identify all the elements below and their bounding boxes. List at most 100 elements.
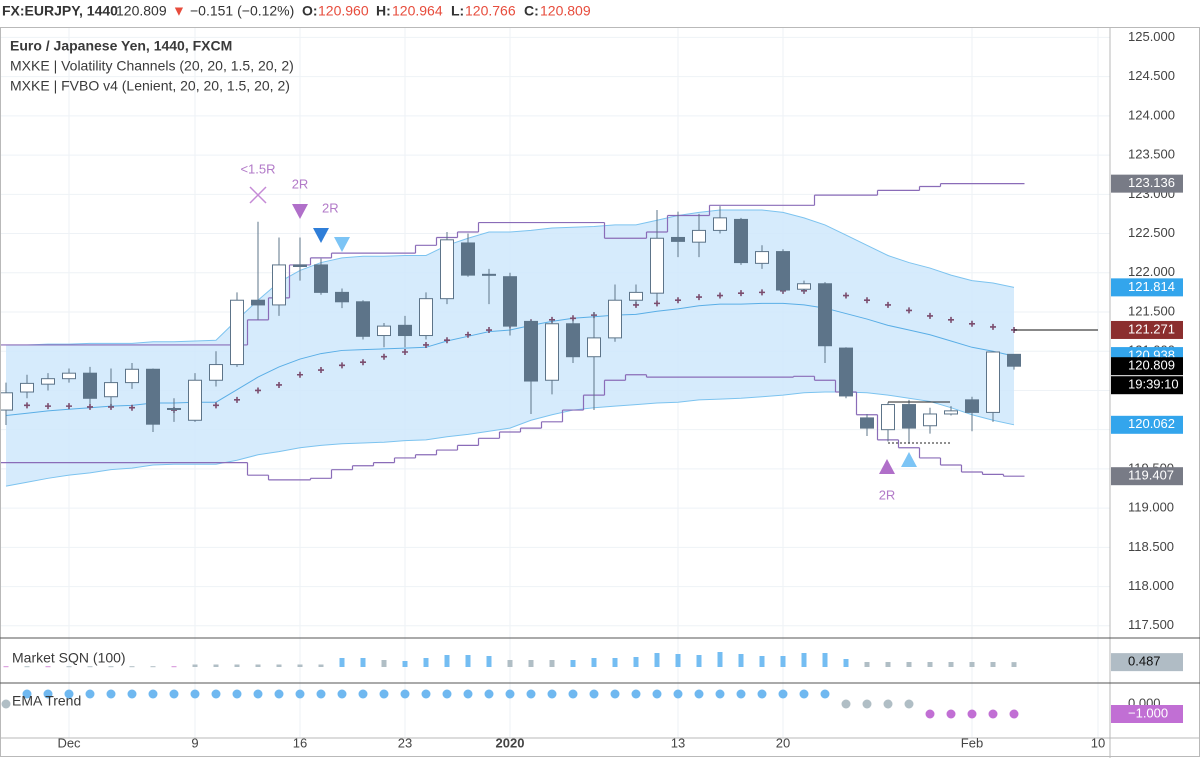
trend-dot xyxy=(736,689,746,699)
trail-cross xyxy=(654,300,660,307)
price-tag-label: 121.271 xyxy=(1128,321,1175,336)
candle-body xyxy=(461,242,475,276)
price-tag-label: 119.407 xyxy=(1128,468,1174,483)
trend-dot xyxy=(505,689,515,699)
countdown-tag: 19:39:10 xyxy=(1111,376,1183,395)
trail-cross xyxy=(234,396,240,403)
candle-body xyxy=(272,264,286,306)
y-tick-label: 122.000 xyxy=(1128,264,1175,279)
candle-body xyxy=(629,291,643,301)
sqn-bar xyxy=(255,664,261,667)
sqn-bar xyxy=(528,660,534,667)
trend-dot xyxy=(1,699,11,709)
sqn-bar xyxy=(486,656,492,667)
trend-dot xyxy=(715,689,725,699)
trail-cross xyxy=(318,367,324,374)
sqn-bar xyxy=(906,662,912,667)
candle-body xyxy=(608,299,622,339)
sqn-bar xyxy=(3,666,9,668)
trend-dot xyxy=(106,689,116,699)
price-tag-bg xyxy=(1111,415,1183,434)
price-tag-label: 123.136 xyxy=(1128,175,1175,190)
price-tag-bg xyxy=(1111,653,1183,672)
sqn-bar xyxy=(381,660,387,667)
sqn-bar xyxy=(108,666,114,668)
trend-dot xyxy=(400,689,410,699)
open-label: O: xyxy=(302,3,318,19)
y-tick-label: 119.000 xyxy=(1128,500,1174,515)
low-value: 120.766 xyxy=(465,3,516,19)
price-tag: 121.814 xyxy=(1111,278,1183,297)
trend-dot xyxy=(988,709,998,719)
trend-dot xyxy=(127,689,137,699)
trend-dot xyxy=(694,689,704,699)
trail-cross xyxy=(213,402,219,409)
candle-body xyxy=(671,236,685,242)
trend-dot xyxy=(967,709,977,719)
trend-dot xyxy=(274,689,284,699)
trend-dot xyxy=(568,689,578,699)
price-tag-label: 121.814 xyxy=(1128,279,1175,294)
trend-dot xyxy=(379,689,389,699)
pane-title: Market SQN (100) xyxy=(12,650,126,666)
sqn-bar xyxy=(150,666,156,668)
x-tick-label: Feb xyxy=(961,735,983,750)
signal-label: <1.5R xyxy=(240,161,275,176)
x-tick-label: Dec xyxy=(57,735,81,750)
sqn-bar xyxy=(129,666,135,668)
sqn-bar xyxy=(171,666,177,668)
candle-body xyxy=(314,264,328,293)
candle-body xyxy=(860,417,874,429)
price-tag: 123.136 xyxy=(1111,174,1183,193)
candle-body xyxy=(818,283,832,347)
trend-dot xyxy=(778,689,788,699)
sqn-bar xyxy=(192,664,198,667)
high-value: 120.964 xyxy=(392,3,443,19)
trend-dot xyxy=(652,689,662,699)
legend-line: MXKE | Volatility Channels (20, 20, 1.5,… xyxy=(10,58,294,74)
candle-body xyxy=(923,413,937,427)
candle-body xyxy=(251,299,265,306)
sqn-bar xyxy=(24,666,30,668)
sqn-bar xyxy=(66,666,72,668)
exit-marker xyxy=(249,186,267,204)
change: −0.151 (−0.12%) xyxy=(190,3,294,19)
trail-cross xyxy=(360,359,366,366)
candle-body xyxy=(902,404,916,429)
candle-body xyxy=(713,217,727,231)
candle-body xyxy=(83,372,97,399)
trail-cross xyxy=(24,402,30,409)
trend-dot xyxy=(148,689,158,699)
sqn-bar xyxy=(507,660,513,667)
candle-body xyxy=(650,237,664,294)
trail-cross xyxy=(696,294,702,301)
candle-body xyxy=(377,325,391,337)
trail-cross xyxy=(444,337,450,344)
trail-cross xyxy=(402,349,408,356)
sqn-bar xyxy=(969,662,975,667)
trail-cross xyxy=(675,297,681,304)
price-tag-bg xyxy=(1111,357,1183,376)
trail-cross xyxy=(66,403,72,410)
trail-cross xyxy=(423,341,429,348)
candle-body xyxy=(881,404,895,431)
trail-cross xyxy=(759,289,765,296)
trail-cross xyxy=(276,381,282,388)
y-tick-label: 123.500 xyxy=(1128,147,1175,162)
signal-markers xyxy=(249,186,950,474)
price-tag: 120.062 xyxy=(1111,415,1183,434)
sqn-bar xyxy=(87,666,93,668)
trend-dot xyxy=(925,709,935,719)
trail-cross xyxy=(864,297,870,304)
buy-marker xyxy=(879,459,895,474)
price-tag: 120.809 xyxy=(1111,357,1183,376)
sqn-bar xyxy=(990,662,996,667)
trail-cross xyxy=(738,290,744,297)
y-tick-label: 124.500 xyxy=(1128,68,1175,83)
candle-body xyxy=(398,324,412,337)
x-tick-label: 20 xyxy=(776,735,790,750)
trend-dot xyxy=(295,689,305,699)
sqn-bar xyxy=(360,658,366,667)
legend-line: MXKE | FVBO v4 (Lenient, 20, 20, 1.5, 20… xyxy=(10,78,290,94)
x-tick-label: 16 xyxy=(293,735,307,750)
